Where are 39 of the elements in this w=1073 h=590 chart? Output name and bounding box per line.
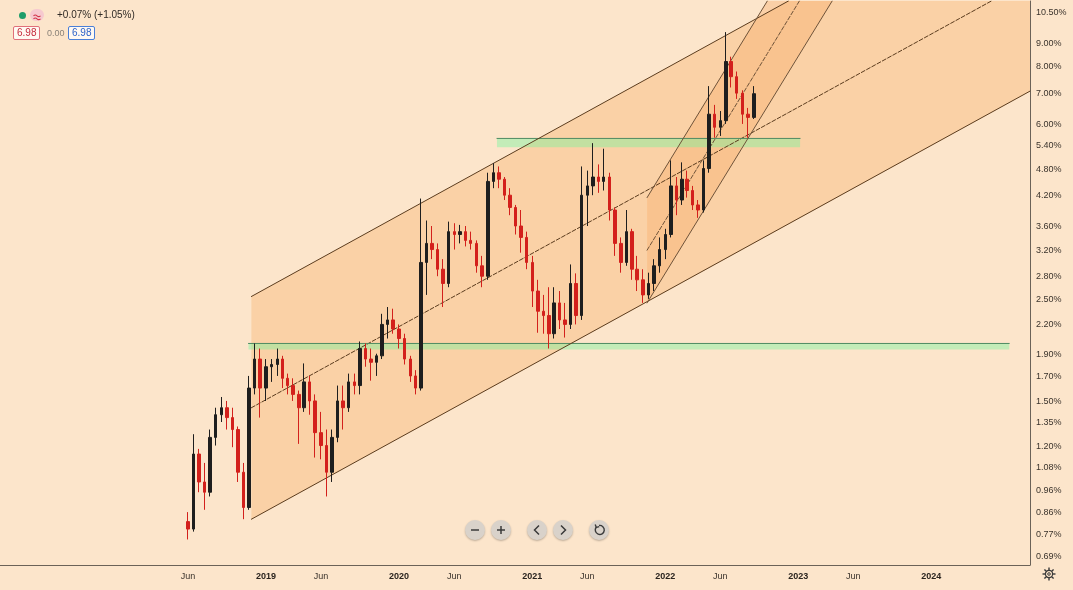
y-tick-label: 0.86% [1036, 507, 1062, 518]
y-tick-label: 1.90% [1036, 348, 1062, 359]
x-tick-label: Jun [846, 570, 861, 581]
y-tick-label: 3.60% [1036, 221, 1062, 232]
x-tick-label: Jun [447, 570, 462, 581]
y-tick-label: 4.80% [1036, 163, 1062, 174]
y-tick-label: 9.00% [1036, 37, 1062, 48]
y-tick-label: 10.50% [1036, 7, 1067, 18]
x-tick-label: 2020 [388, 570, 409, 581]
y-tick-label: 0.69% [1036, 551, 1062, 562]
y-tick-label: 1.50% [1036, 395, 1062, 406]
y-tick-label: 4.20% [1036, 190, 1062, 201]
annotation: 0.00 [47, 27, 65, 39]
x-tick-label: 2021 [522, 570, 543, 581]
x-tick-label: 2024 [921, 570, 942, 581]
y-tick-label: 2.20% [1036, 319, 1062, 330]
x-tick-label: Jun [313, 570, 329, 581]
y-tick-label: 5.40% [1036, 139, 1062, 150]
y-tick-label: 3.20% [1036, 244, 1062, 255]
x-tick-label: Jun [580, 570, 595, 581]
y-tick-label: 0.77% [1036, 529, 1062, 540]
y-tick-label: 1.70% [1036, 370, 1062, 381]
y-tick-label: 1.20% [1036, 440, 1062, 451]
y-tick-label: 0.96% [1036, 485, 1062, 496]
annotation: 6.98 [13, 26, 41, 40]
annotation: +0.07% (+1.05%) [57, 9, 135, 21]
x-tick-label: 2022 [655, 570, 676, 581]
x-tick-label: Jun [713, 570, 728, 581]
y-tick-label: 8.00% [1036, 61, 1062, 72]
annotation: 6.98 [68, 26, 96, 40]
y-tick-label: 1.08% [1036, 461, 1062, 472]
y-tick-label: 2.50% [1036, 293, 1062, 304]
y-tick-label: 2.80% [1036, 271, 1062, 282]
y-tick-label: 1.35% [1036, 417, 1062, 427]
y-tick-label: 7.00% [1036, 88, 1062, 99]
y-tick-label: 6.00% [1036, 118, 1062, 129]
x-tick-label: Jun [180, 570, 196, 581]
x-tick-label: 2023 [788, 570, 809, 581]
x-tick-label: 2019 [255, 570, 276, 581]
